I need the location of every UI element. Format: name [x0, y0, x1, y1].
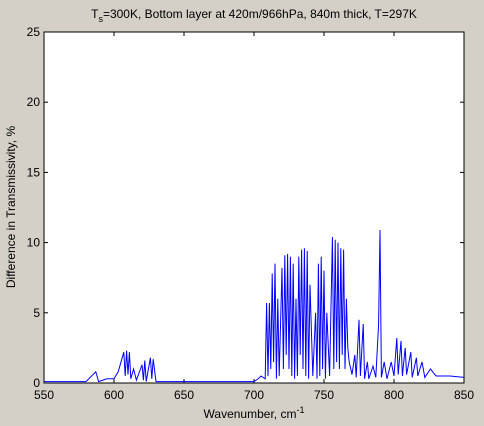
y-tick-label: 10: [27, 236, 41, 250]
plot-area: [43, 31, 465, 384]
chart-title: Ts=300K, Bottom layer at 420m/966hPa, 84…: [91, 7, 417, 24]
x-axis-label: Wavenumber, cm-1: [204, 405, 305, 421]
data-line: [44, 229, 465, 383]
x-tick-label: 850: [454, 388, 474, 402]
title-text: =300K, Bottom layer at 420m/966hPa, 840m…: [103, 7, 417, 21]
x-tick-label: 650: [174, 388, 194, 402]
x-tick-label: 550: [34, 388, 54, 402]
y-tick-label: 15: [27, 165, 41, 179]
x-tick-label: 600: [104, 388, 124, 402]
y-tick-label: 25: [27, 25, 41, 39]
x-label-superscript: -1: [296, 405, 304, 415]
x-tick-label: 750: [314, 388, 334, 402]
title-symbol: T: [91, 7, 99, 21]
y-axis-label: Difference in Transmissivity, %: [4, 126, 18, 289]
x-tick-label: 700: [244, 388, 264, 402]
title-subscript: s: [98, 14, 103, 24]
x-label-text: Wavenumber, cm: [204, 407, 297, 421]
y-tick-label: 20: [27, 95, 41, 109]
x-tick-label: 800: [384, 388, 404, 402]
y-tick-label: 5: [33, 306, 40, 320]
y-tick-label: 0: [33, 376, 40, 390]
